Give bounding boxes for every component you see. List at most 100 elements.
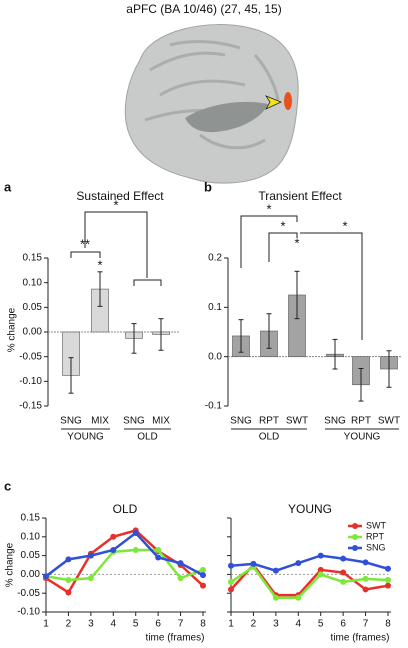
x-tick-label: 8 [385, 619, 391, 630]
x-tick-label: 8 [200, 619, 206, 630]
legend-label: SWT [366, 520, 386, 530]
point [177, 575, 184, 582]
point [228, 562, 234, 569]
x-tick-label: 5 [318, 619, 324, 630]
y-axis-label: % change [7, 307, 18, 352]
point [65, 556, 72, 563]
point [317, 552, 324, 559]
significance-label: * [342, 218, 347, 233]
y-tick-label: -0.1 [205, 401, 223, 412]
x-tick-label: SNG [60, 416, 82, 427]
legend-marker [352, 534, 358, 540]
point [250, 560, 257, 567]
x-tick-label: SNG [230, 416, 252, 427]
point [272, 567, 279, 574]
legend-label: RPT [366, 531, 385, 541]
point [200, 572, 206, 579]
point [155, 554, 162, 561]
chart-title: OLD [113, 502, 138, 516]
brain-image [124, 24, 299, 184]
x-tick-label: 2 [251, 619, 257, 630]
panel-label: b [204, 179, 212, 194]
y-tick-label: 0.0 [208, 351, 222, 362]
x-tick-label: SWT [378, 416, 400, 427]
x-tick-label: MIX [91, 416, 109, 427]
significance-label: * [113, 197, 118, 212]
y-tick-label: 0.15 [23, 253, 43, 264]
panel-label: a [4, 179, 12, 194]
series-line [45, 531, 204, 578]
group-label: OLD [137, 432, 158, 443]
legend-marker [352, 523, 358, 529]
point [340, 569, 347, 576]
y-tick-label: -0.05 [17, 588, 40, 599]
point [362, 586, 369, 593]
y-tick-label: -0.15 [19, 401, 42, 412]
point [87, 575, 94, 582]
point [200, 566, 206, 573]
y-tick-label: 0.15 [21, 513, 41, 524]
significance-label: * [294, 235, 299, 250]
point [65, 589, 72, 596]
x-tick-label: 1 [43, 619, 49, 630]
y-tick-label: 0.10 [23, 277, 43, 288]
point [295, 560, 302, 567]
y-tick-label: 0.10 [21, 531, 41, 542]
x-axis-label: time (frames) [146, 633, 205, 644]
y-tick-label: 0.05 [23, 302, 43, 313]
series-line [230, 565, 389, 599]
y-tick-label: 0.1 [208, 302, 222, 313]
x-tick-label: SWT [286, 416, 308, 427]
x-tick-label: 2 [66, 619, 72, 630]
x-tick-label: 1 [228, 619, 234, 630]
legend-marker [352, 545, 358, 551]
point [340, 555, 347, 562]
point [317, 566, 324, 573]
x-tick-label: RPT [259, 416, 279, 427]
significance-label: * [280, 218, 285, 233]
group-label: OLD [259, 432, 280, 443]
point [110, 533, 117, 540]
x-tick-label: 4 [296, 619, 302, 630]
x-tick-label: SNG [324, 416, 346, 427]
x-tick-label: 4 [111, 619, 117, 630]
point [43, 573, 49, 580]
significance-label: ** [80, 236, 90, 251]
y-tick-label: 0.00 [21, 569, 41, 580]
panel-label: c [4, 478, 11, 493]
y-tick-label: 0.2 [208, 253, 222, 264]
x-tick-label: 5 [133, 619, 139, 630]
significance-brackets [70, 211, 363, 340]
point [272, 594, 279, 601]
point [385, 577, 391, 584]
y-tick-label: -0.10 [17, 607, 40, 618]
point [295, 594, 302, 601]
x-tick-label: 6 [155, 619, 161, 630]
x-tick-label: 7 [363, 619, 369, 630]
y-axis-label: % change [5, 542, 16, 587]
point [177, 560, 184, 567]
x-tick-label: 3 [273, 619, 279, 630]
figure-title: aPFC (BA 10/46) (27, 45, 15) [126, 2, 281, 16]
chart-title: YOUNG [288, 502, 332, 516]
x-tick-label: RPT [351, 416, 371, 427]
y-tick-label: 0.00 [23, 327, 43, 338]
x-tick-label: 7 [178, 619, 184, 630]
point [228, 578, 234, 585]
point [155, 546, 162, 553]
series-line [230, 554, 389, 572]
point [385, 565, 391, 572]
point [87, 552, 94, 559]
x-tick-label: MIX [152, 416, 170, 427]
point [132, 530, 139, 537]
legend-label: SNG [366, 542, 386, 552]
chart-title: Transient Effect [258, 189, 342, 203]
y-tick-label: -0.05 [19, 351, 42, 362]
point [340, 578, 347, 585]
group-label: YOUNG [67, 432, 104, 443]
point [362, 575, 369, 582]
x-tick-label: 3 [88, 619, 94, 630]
series-line [45, 548, 204, 582]
y-tick-label: -0.10 [19, 376, 42, 387]
